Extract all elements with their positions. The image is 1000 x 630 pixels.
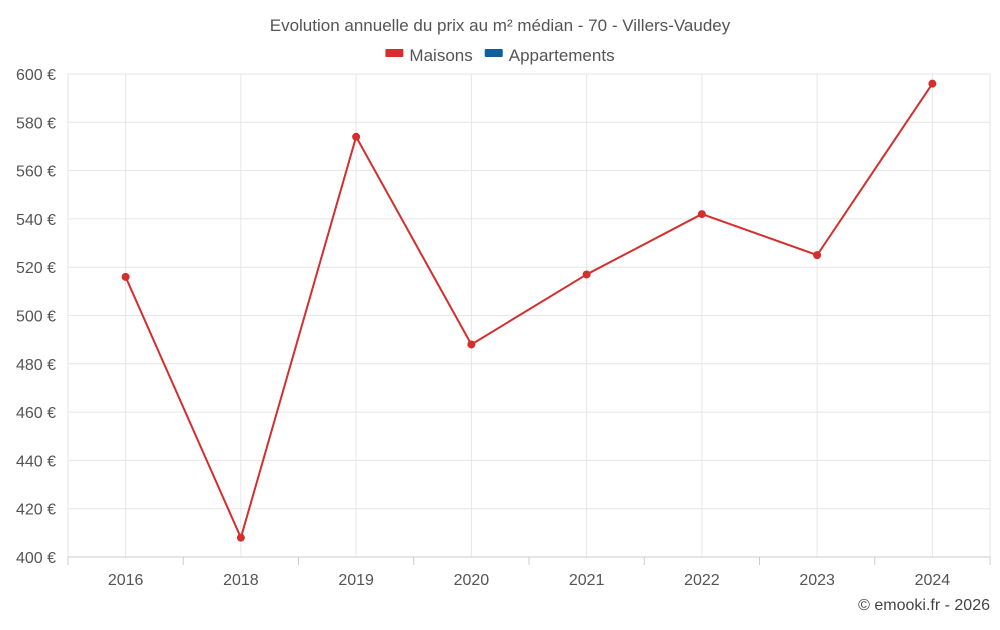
legend-item-maisons[interactable]: Maisons xyxy=(385,46,473,65)
legend-label: Maisons xyxy=(409,46,472,65)
y-tick-label: 500 € xyxy=(16,309,56,326)
data-point[interactable] xyxy=(697,210,706,219)
x-tick-label: 2016 xyxy=(108,572,144,589)
y-tick-label: 440 € xyxy=(16,453,56,470)
grid xyxy=(67,73,991,557)
y-tick-label: 540 € xyxy=(16,212,56,229)
series-layer xyxy=(121,79,937,542)
data-point[interactable] xyxy=(121,272,130,281)
y-tick-label: 560 € xyxy=(16,164,56,181)
chart-title: Evolution annuelle du prix au m² médian … xyxy=(270,16,731,35)
data-point[interactable] xyxy=(467,340,476,349)
y-tick-label: 600 € xyxy=(16,67,56,84)
data-point[interactable] xyxy=(236,533,245,542)
x-tick-label: 2023 xyxy=(799,572,835,589)
legend[interactable]: Maisons Appartements xyxy=(385,46,615,65)
x-tick-label: 2024 xyxy=(915,572,951,589)
legend-swatch xyxy=(484,49,503,57)
y-tick-label: 480 € xyxy=(16,357,56,374)
legend-swatch xyxy=(385,49,404,57)
x-tick-label: 2019 xyxy=(338,572,374,589)
data-point[interactable] xyxy=(813,251,822,260)
x-tick-label: 2022 xyxy=(684,572,720,589)
x-tick-label: 2021 xyxy=(569,572,605,589)
data-point[interactable] xyxy=(352,132,361,141)
y-tick-label: 420 € xyxy=(16,502,56,519)
credit-text: © emooki.fr - 2026 xyxy=(858,597,990,614)
y-tick-label: 520 € xyxy=(16,260,56,277)
axes: 400 € 420 € 440 € 460 € 480 € 500 € 520 € 540 €… xyxy=(16,67,991,589)
y-tick-label: 580 € xyxy=(16,115,56,132)
legend-label: Appartements xyxy=(509,46,615,65)
y-tick-label: 460 € xyxy=(16,405,56,422)
legend-item-appartements[interactable]: Appartements xyxy=(484,46,615,65)
y-tick-label: 400 € xyxy=(16,550,56,567)
x-tick-label: 2020 xyxy=(454,572,490,589)
data-point[interactable] xyxy=(928,79,937,88)
series-line-maisons xyxy=(124,83,934,539)
data-point[interactable] xyxy=(582,270,591,279)
x-tick-label: 2018 xyxy=(223,572,259,589)
